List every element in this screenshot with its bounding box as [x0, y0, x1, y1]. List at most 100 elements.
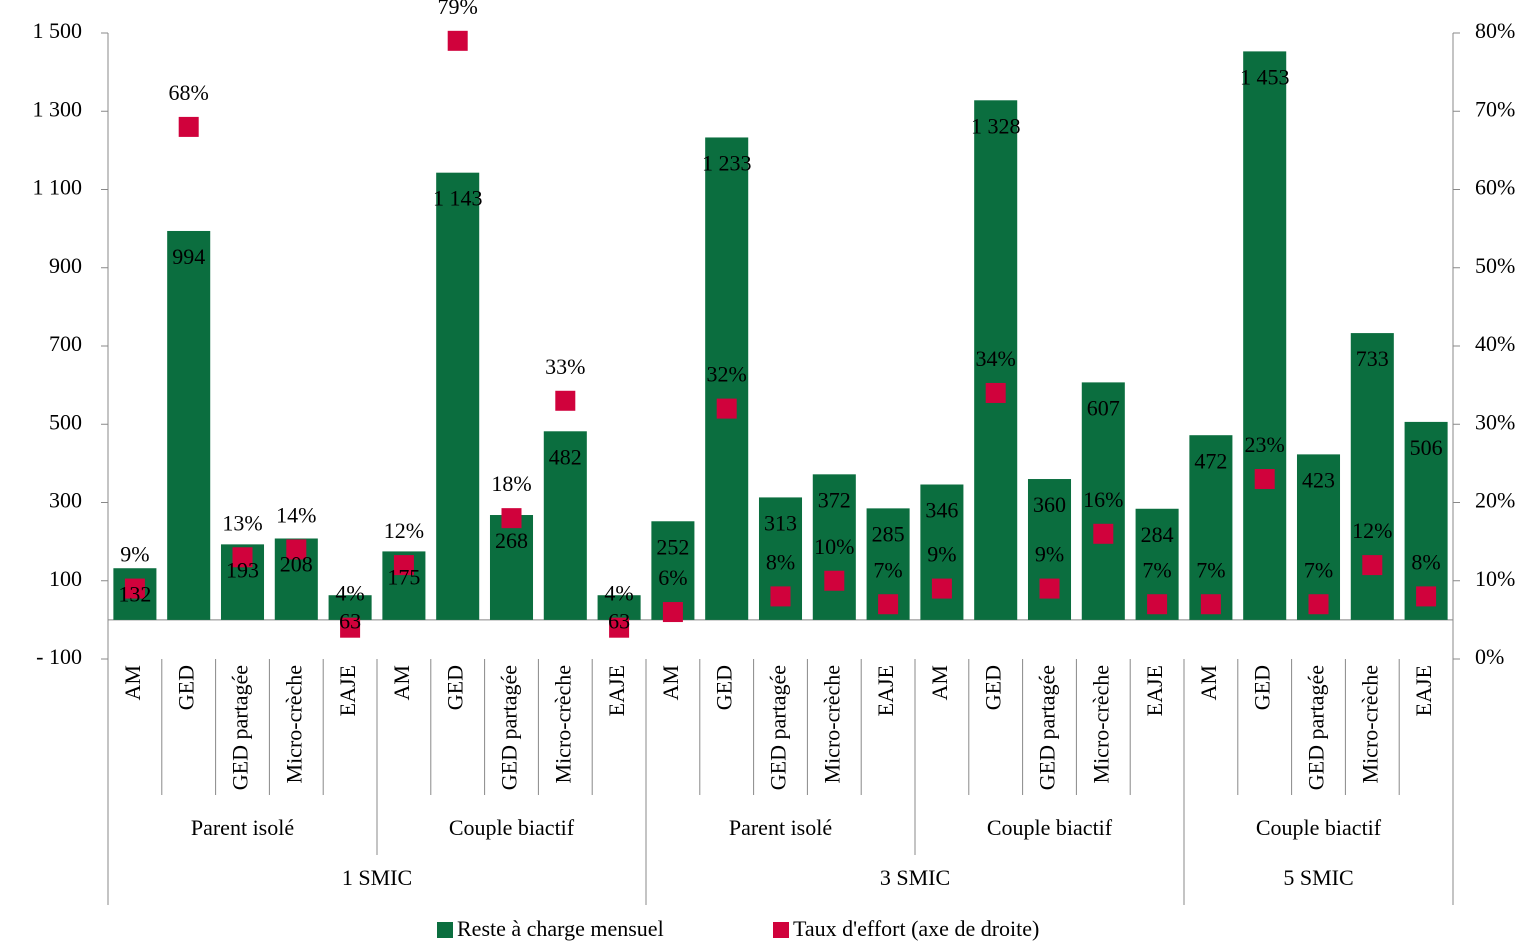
bar: [705, 137, 749, 620]
y2-tick-label: 0%: [1475, 644, 1504, 669]
bar-value-label: 268: [495, 528, 528, 553]
rate-marker: [770, 586, 791, 607]
rate-value-label: 33%: [545, 354, 585, 379]
y2-tick-label: 20%: [1475, 488, 1515, 513]
rate-marker: [1416, 586, 1437, 607]
bar-value-label: 63: [608, 608, 630, 633]
bar: [1189, 435, 1233, 620]
rate-marker: [931, 578, 952, 599]
rate-value-label: 23%: [1245, 432, 1285, 457]
y-tick-label: - 100: [36, 644, 82, 669]
bar: [489, 515, 534, 620]
x-tick-label: GED: [174, 665, 199, 710]
bar: [1081, 382, 1125, 620]
rate-marker: [662, 602, 683, 623]
bar-value-label: 994: [172, 244, 205, 269]
rate-marker: [1200, 594, 1221, 615]
rate-value-label: 7%: [1142, 557, 1171, 582]
x-tick-label: EAJE: [335, 665, 360, 716]
rate-value-label: 10%: [814, 534, 854, 559]
x-tick-label: Micro-crèche: [1357, 665, 1382, 783]
rate-marker: [985, 382, 1006, 403]
rate-marker: [1039, 578, 1060, 599]
bar-value-label: 1 453: [1240, 64, 1290, 89]
x-tick-label: GED: [443, 665, 468, 710]
group-label: Couple biactif: [987, 815, 1113, 840]
rate-value-label: 7%: [873, 557, 902, 582]
legend-label: Reste à charge mensuel: [457, 916, 664, 941]
x-tick-label: AM: [658, 665, 683, 700]
x-tick-label: EAJE: [873, 665, 898, 716]
rate-value-label: 9%: [927, 542, 956, 567]
y-tick-label: 900: [49, 253, 82, 278]
bar-value-label: 423: [1302, 467, 1335, 492]
rate-marker: [1308, 594, 1329, 615]
legend-label: Taux d'effort (axe de droite): [793, 916, 1039, 941]
y-tick-label: 500: [49, 409, 82, 434]
rate-marker: [1254, 469, 1275, 490]
rate-value-label: 12%: [384, 518, 424, 543]
bar: [328, 595, 372, 620]
rate-marker: [1147, 594, 1168, 615]
rate-value-label: 7%: [1196, 557, 1225, 582]
bar-value-label: 482: [549, 444, 582, 469]
bar-value-label: 372: [818, 487, 851, 512]
bar: [167, 230, 211, 620]
rate-value-label: 4%: [604, 581, 633, 606]
bar: [543, 431, 587, 620]
bar-value-label: 733: [1356, 346, 1389, 371]
bar-value-label: 208: [280, 552, 313, 577]
rate-marker: [340, 617, 361, 638]
rate-marker: [609, 617, 630, 638]
rate-value-label: 34%: [976, 346, 1016, 371]
y2-tick-label: 30%: [1475, 409, 1515, 434]
x-tick-label: GED partagée: [766, 665, 791, 790]
group-label: Parent isolé: [729, 815, 832, 840]
rate-marker: [178, 116, 199, 137]
rate-marker: [716, 398, 737, 419]
bar-value-label: 1 328: [971, 113, 1021, 138]
y-tick-label: 700: [49, 331, 82, 356]
bar-value-label: 346: [925, 498, 958, 523]
bar-value-label: 252: [656, 534, 689, 559]
rate-value-label: 6%: [658, 565, 687, 590]
bar-value-label: 132: [118, 581, 151, 606]
rate-marker: [124, 578, 145, 599]
rate-value-label: 13%: [222, 510, 262, 535]
rate-marker: [878, 594, 899, 615]
x-tick-label: Micro-crèche: [1088, 665, 1113, 783]
y2-tick-label: 50%: [1475, 253, 1515, 278]
y-tick-label: 100: [49, 566, 82, 591]
x-tick-label: GED partagée: [228, 665, 253, 790]
bar-value-label: 285: [872, 521, 905, 546]
rate-marker: [232, 547, 253, 568]
rate-marker: [393, 555, 414, 576]
group-label: 3 SMIC: [880, 865, 950, 890]
y2-tick-label: 40%: [1475, 331, 1515, 356]
bar: [1296, 454, 1341, 620]
x-tick-label: AM: [120, 665, 145, 700]
bar-value-label: 472: [1194, 448, 1227, 473]
bar: [1350, 333, 1394, 620]
bar-value-label: 360: [1033, 492, 1066, 517]
rate-marker: [1362, 555, 1383, 576]
group-label: 1 SMIC: [342, 865, 412, 890]
y2-tick-label: 80%: [1475, 18, 1515, 43]
bar: [436, 172, 480, 620]
rate-marker: [286, 539, 307, 560]
bar-value-label: 607: [1087, 395, 1120, 420]
y2-tick-label: 60%: [1475, 175, 1515, 200]
rate-value-label: 32%: [707, 362, 747, 387]
y-tick-label: 1 300: [33, 96, 83, 121]
rate-value-label: 9%: [120, 542, 149, 567]
legend-swatch: [437, 922, 453, 938]
x-tick-label: GED: [712, 665, 737, 710]
y-tick-label: 1 500: [33, 18, 83, 43]
rate-value-label: 7%: [1304, 557, 1333, 582]
y2-tick-label: 70%: [1475, 96, 1515, 121]
rate-value-label: 68%: [169, 80, 209, 105]
rate-marker: [1093, 523, 1114, 544]
x-tick-label: AM: [1196, 665, 1221, 700]
x-tick-label: EAJE: [1142, 665, 1167, 716]
